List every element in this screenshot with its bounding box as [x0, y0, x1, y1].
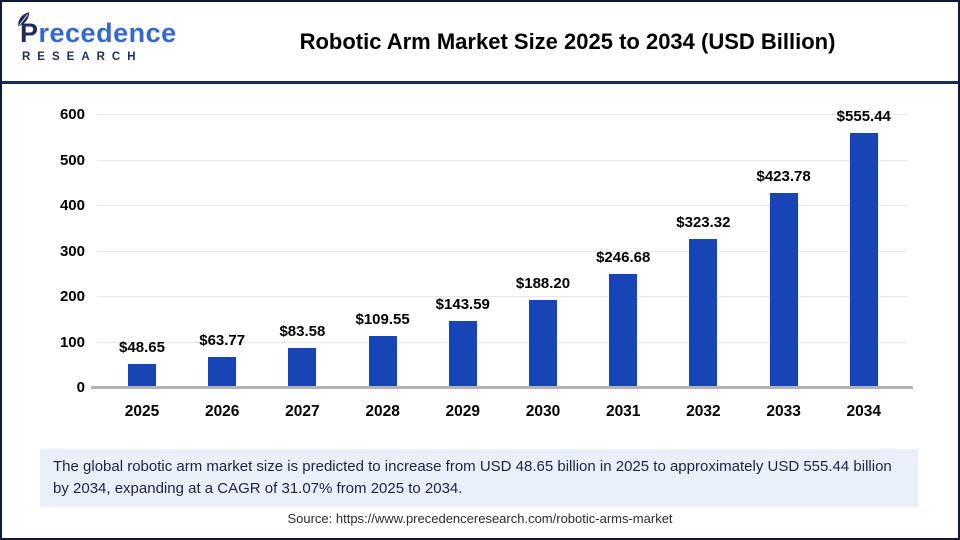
bar-2034 [849, 133, 878, 386]
bar-2025 [128, 363, 156, 386]
bar-group-2032: $323.32 2032 [663, 114, 743, 420]
bar-2028 [368, 336, 397, 386]
y-tick-label-500: 500 [59, 151, 85, 169]
gridline-600 [97, 114, 907, 115]
bar-2030 [529, 300, 557, 386]
logo-brand-rest: recedence [38, 18, 177, 48]
x-tick-label-2031: 2031 [605, 403, 641, 420]
bar-group-2034: $555.44 2034 [824, 108, 904, 420]
bar-group-2031: $246.68 2031 [583, 114, 663, 420]
bar-2027 [288, 347, 317, 386]
bar-value-label-2028: $109.55 [355, 311, 410, 329]
bar-value-label-2032: $323.32 [676, 213, 731, 231]
x-tick-label-2028: 2028 [365, 403, 400, 420]
bar-2029 [448, 320, 477, 386]
logo-letter-p: P [20, 18, 39, 48]
gridline-300 [97, 250, 907, 252]
gridline-400 [97, 205, 907, 206]
source-line: Source: https://www.precedenceresearch.c… [2, 511, 958, 526]
gridline-200 [97, 296, 907, 297]
bar-2031 [609, 273, 638, 386]
y-tick-label-600: 600 [59, 106, 85, 123]
x-axis-baseline [91, 386, 913, 389]
logo-subtitle: RESEARCH [22, 51, 143, 63]
bar-2033 [769, 193, 798, 386]
bar-value-label-2031: $246.68 [596, 248, 651, 266]
x-tick-label-2025: 2025 [124, 403, 160, 420]
precedence-research-logo: Precedence RESEARCH [2, 12, 187, 63]
logo-brand-text: Precedence [18, 12, 187, 48]
summary-note-text: The global robotic arm market size is pr… [53, 458, 892, 497]
x-tick-label-2029: 2029 [445, 403, 481, 420]
bar-value-label-2030: $188.20 [515, 275, 571, 293]
y-tick-label-200: 200 [59, 288, 85, 305]
summary-note: The global robotic arm market size is pr… [40, 449, 918, 507]
bar-group-2026: $63.77 2026 [182, 114, 262, 420]
bar-group-2030: $188.20 2030 [503, 114, 583, 420]
x-tick-label-2026: 2026 [204, 403, 240, 420]
bar-group-2033: $423.78 2033 [744, 114, 824, 420]
y-tick-label-400: 400 [59, 197, 85, 214]
bar-value-label-2029: $143.59 [435, 295, 490, 313]
y-tick-label-100: 100 [59, 333, 85, 351]
x-tick-label-2032: 2032 [686, 403, 721, 420]
bar-group-2027: $83.58 2027 [262, 114, 342, 420]
source-url-text: Source: https://www.precedenceresearch.c… [287, 511, 673, 526]
bar-chart-plot-area: 0 100 200 300 400 500 600 $48.65 2025 $63.77 2026 $… [60, 107, 913, 420]
x-tick-label-2030: 2030 [525, 403, 561, 420]
bar-value-label-2034: $555.44 [836, 108, 891, 126]
bar-value-label-2026: $63.77 [199, 332, 246, 349]
bar-value-label-2025: $48.65 [119, 338, 165, 356]
bar-group-2029: $143.59 2029 [423, 114, 503, 420]
x-tick-label-2033: 2033 [766, 403, 801, 420]
gridline-100 [97, 341, 907, 343]
y-tick-label-300: 300 [59, 242, 85, 260]
y-tick-label-0: 0 [76, 379, 85, 396]
bar-2032 [689, 238, 718, 386]
x-tick-label-2027: 2027 [285, 403, 320, 420]
bar-group-2028: $109.55 2028 [343, 114, 423, 420]
chart-title: Robotic Arm Market Size 2025 to 2034 (US… [299, 28, 836, 54]
bar-group-2025: $48.65 2025 [102, 114, 182, 420]
bar-value-label-2027: $83.58 [279, 322, 326, 340]
gridline-500 [97, 159, 907, 161]
header: Precedence RESEARCH Robotic Arm Market S… [2, 2, 958, 84]
bar-2026 [208, 357, 237, 386]
leaf-icon [18, 12, 30, 27]
x-tick-label-2034: 2034 [846, 403, 882, 420]
bar-value-label-2033: $423.78 [756, 168, 811, 186]
